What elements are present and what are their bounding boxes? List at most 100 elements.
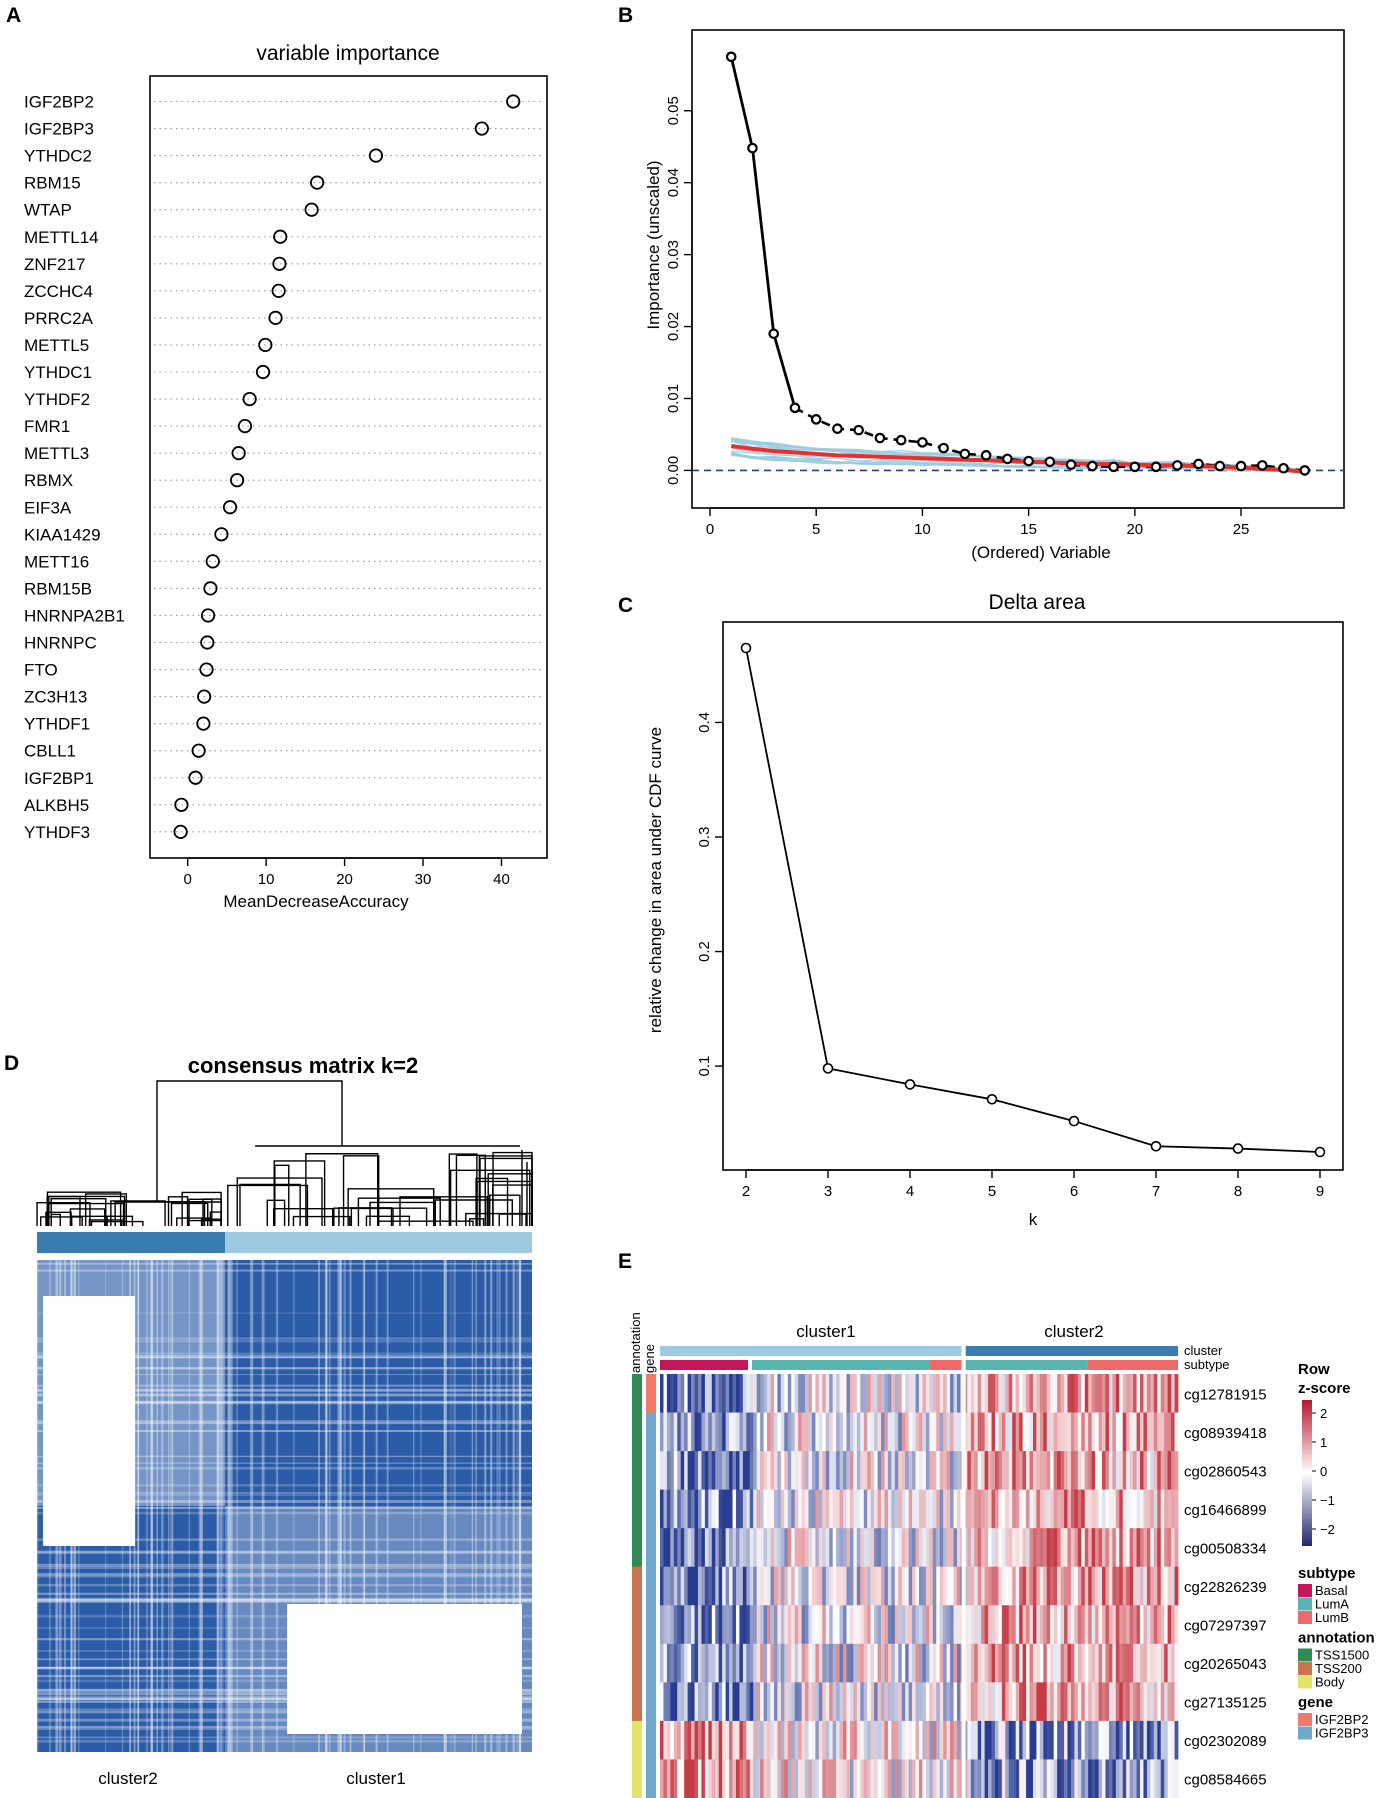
heat-cell — [735, 1489, 740, 1529]
consensus-row-streak-32 — [37, 1422, 532, 1425]
legend-swatch-IGF2BP2 — [1298, 1713, 1312, 1726]
heat-cell — [1136, 1528, 1141, 1568]
observed-point-9 — [895, 434, 907, 446]
heat-cell — [1122, 1528, 1127, 1568]
consensus-block-cluster2-white — [43, 1296, 135, 1546]
heat-cell — [711, 1528, 716, 1568]
heat-cell — [950, 1566, 954, 1606]
heat-cell — [988, 1643, 992, 1683]
heat-cell — [773, 1759, 778, 1798]
heat-cell — [1053, 1759, 1058, 1798]
heat-cell — [856, 1720, 861, 1760]
heat-cell — [849, 1451, 854, 1491]
heat-cell — [1098, 1643, 1103, 1683]
heat-cell — [749, 1682, 754, 1722]
heat-cell — [832, 1374, 837, 1413]
heat-cell — [715, 1374, 720, 1413]
heat-cell — [856, 1682, 861, 1722]
x-tick-label-8: 8 — [1234, 1183, 1242, 1200]
heat-cell — [1143, 1605, 1148, 1645]
heat-cell — [760, 1489, 764, 1529]
heat-cell — [1008, 1528, 1013, 1568]
heat-cell — [753, 1720, 758, 1760]
heat-cell — [818, 1643, 823, 1683]
heat-cell — [839, 1643, 844, 1683]
heat-cell — [673, 1720, 678, 1760]
heat-cell — [673, 1374, 678, 1413]
heat-cell — [1077, 1528, 1082, 1568]
heat-cell — [970, 1489, 975, 1529]
gene-label-WTAP: WTAP — [24, 201, 72, 220]
delta-area-point-k4 — [904, 1079, 916, 1090]
heat-cell — [1105, 1528, 1110, 1568]
panel-b-importance-plot: B 0 5 10 15 20 250.000.010.020.030.040.05 (Or… — [618, 4, 1345, 562]
heat-cell — [1015, 1682, 1020, 1722]
heat-cell — [1036, 1643, 1041, 1683]
heat-cell — [704, 1566, 709, 1606]
panel-e-heatmap-cells — [660, 1374, 1179, 1798]
heat-cell — [1129, 1682, 1134, 1722]
heat-cell — [680, 1566, 685, 1606]
heat-cell — [691, 1566, 695, 1606]
heat-cell — [760, 1720, 764, 1760]
consensus-col-streak-48 — [349, 1260, 352, 1752]
heat-cell — [818, 1682, 823, 1722]
consensus-row-streak-36 — [37, 1551, 532, 1554]
heat-cell — [836, 1412, 840, 1452]
heat-cell — [1174, 1605, 1179, 1645]
heat-cell — [994, 1605, 999, 1645]
heat-cell — [805, 1412, 809, 1452]
heat-cell — [805, 1374, 809, 1413]
heat-cell — [1043, 1759, 1048, 1798]
heat-cell — [732, 1451, 737, 1491]
heat-cell — [1032, 1374, 1037, 1413]
heat-cell — [884, 1412, 889, 1452]
heat-cell — [746, 1759, 751, 1798]
heat-cell — [887, 1759, 892, 1798]
colorbar-tick-label-0: 2 — [1320, 1406, 1327, 1421]
heat-cell — [1008, 1643, 1013, 1683]
heat-cell — [1150, 1643, 1155, 1683]
heat-cell — [908, 1489, 913, 1529]
heat-cell — [863, 1605, 868, 1645]
consensus-row-streak-67 — [37, 1598, 532, 1601]
heat-cell — [915, 1605, 920, 1645]
heat-cell — [1133, 1605, 1137, 1645]
consensus-block-cluster1-light — [225, 1506, 532, 1752]
heat-cell — [1133, 1489, 1137, 1529]
heat-cell — [1039, 1720, 1044, 1760]
observed-point-25 — [1235, 460, 1247, 472]
heat-cell — [1070, 1374, 1075, 1413]
consensus-row-streak-64 — [37, 1494, 532, 1497]
heat-cell — [1036, 1374, 1041, 1413]
heat-cell — [791, 1412, 796, 1452]
heat-cell — [677, 1759, 682, 1798]
heat-cell — [991, 1528, 996, 1568]
heat-cell — [970, 1720, 975, 1760]
heat-cell — [988, 1759, 992, 1798]
heat-cell — [1098, 1566, 1103, 1606]
heat-cell — [922, 1605, 927, 1645]
heat-cell — [1077, 1605, 1082, 1645]
heat-cell — [1119, 1605, 1124, 1645]
heat-cell — [666, 1720, 671, 1760]
heat-cell — [901, 1643, 906, 1683]
heat-cell — [1115, 1489, 1120, 1529]
x-tick-label-40: 40 — [493, 871, 510, 888]
gene-label-RBM15: RBM15 — [24, 174, 81, 193]
heat-cell — [946, 1643, 951, 1683]
heat-cell — [808, 1528, 813, 1568]
heat-cell — [1160, 1412, 1165, 1452]
heat-cell — [760, 1605, 764, 1645]
heat-cell — [1115, 1720, 1120, 1760]
heat-cell — [670, 1720, 675, 1760]
heat-cell — [1067, 1605, 1072, 1645]
heat-cell — [663, 1528, 668, 1568]
heat-cell — [967, 1566, 972, 1606]
consensus-col-streak-16 — [420, 1260, 422, 1752]
legend-title-subtype: subtype — [1298, 1565, 1356, 1582]
gene-track-cg08584665 — [646, 1759, 656, 1798]
point-ALKBH5 — [174, 797, 189, 812]
heat-cell — [1146, 1605, 1151, 1645]
heat-cell — [1119, 1412, 1124, 1452]
